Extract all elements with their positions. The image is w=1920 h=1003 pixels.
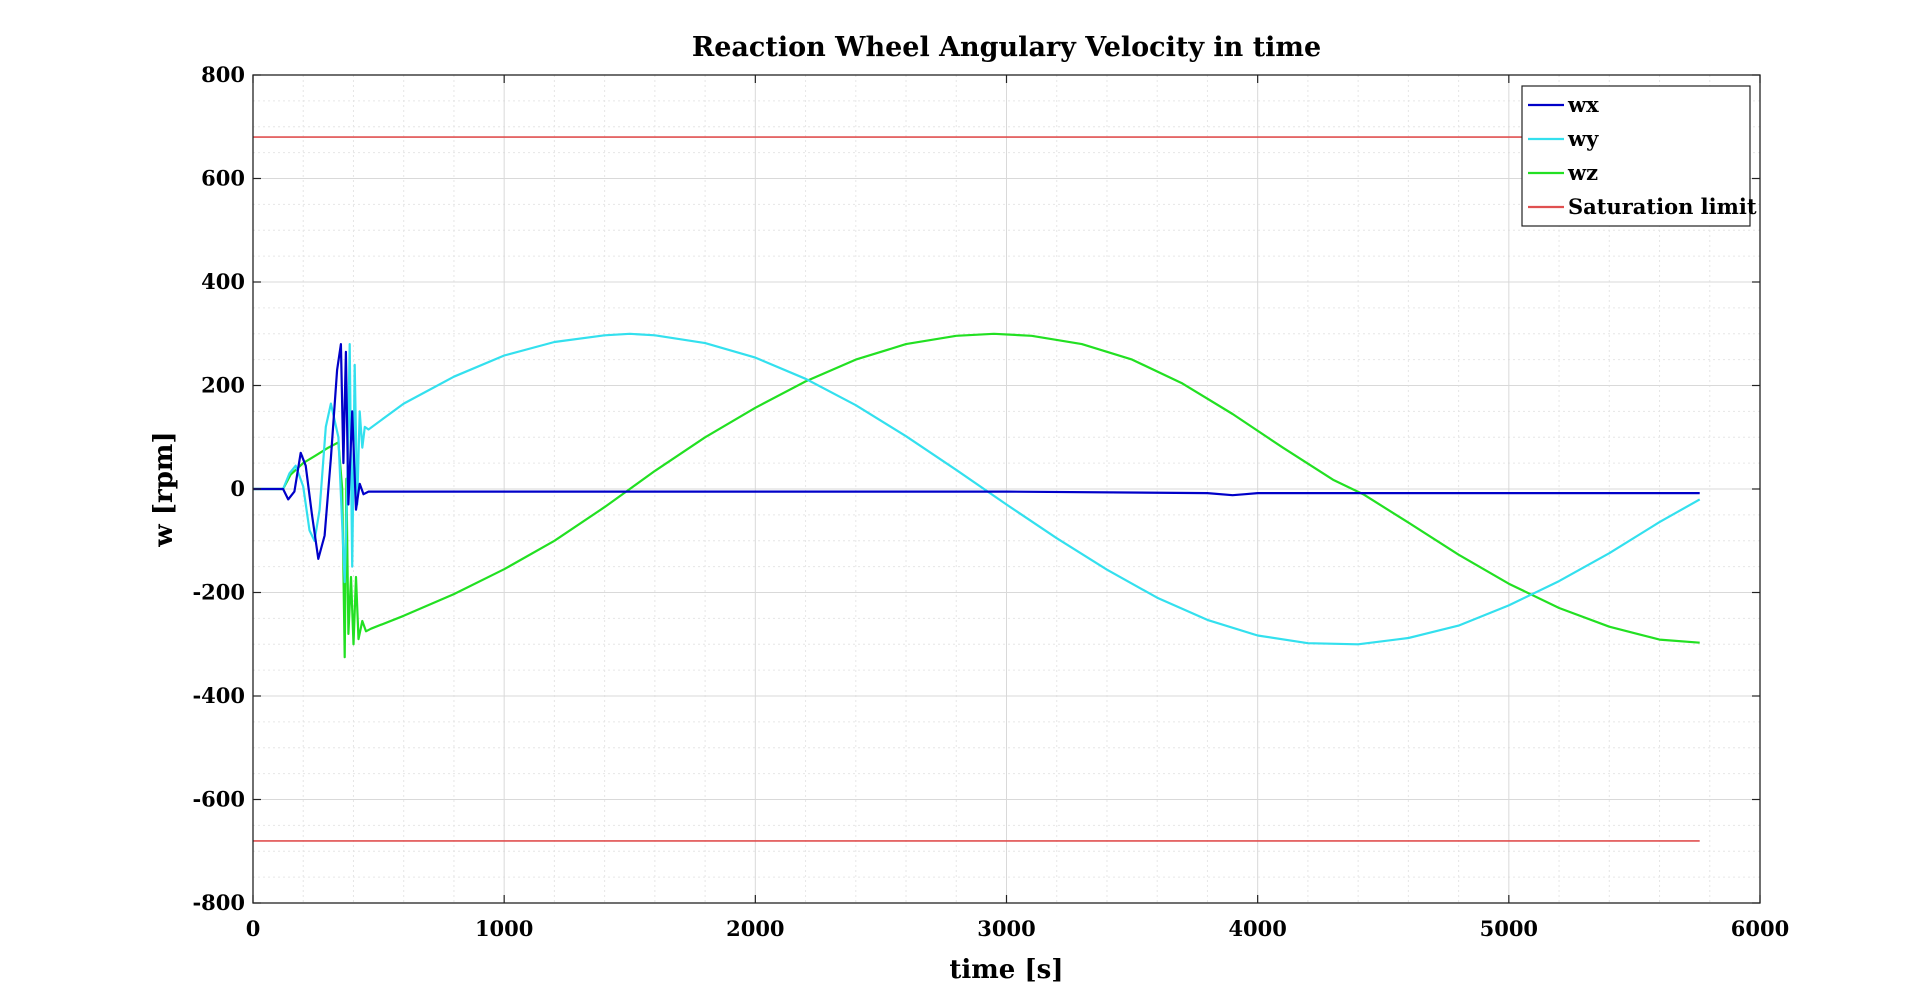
series-line-wy <box>253 332 1701 646</box>
plot-series <box>253 136 1701 842</box>
x-tick-label: 0 <box>246 916 261 941</box>
x-tick-labels: 0 1000 2000 3000 4000 5000 6000 <box>246 916 1790 941</box>
y-axis-title: w [rpm] <box>149 431 179 547</box>
y-tick-label: -800 <box>192 890 245 915</box>
major-grid <box>253 75 1760 903</box>
y-tick-label: 200 <box>201 373 245 398</box>
y-tick-label: -600 <box>192 787 245 812</box>
x-tick-label: 1000 <box>475 916 533 941</box>
x-tick-label: 4000 <box>1228 916 1286 941</box>
x-tick-label: 2000 <box>726 916 784 941</box>
y-tick-label: -400 <box>192 683 245 708</box>
legend-label-wx: wx <box>1567 92 1599 117</box>
series-line-wx <box>253 343 1700 561</box>
y-tick-label: 800 <box>201 62 245 87</box>
x-tick-label: 3000 <box>977 916 1035 941</box>
x-axis-title: time [s] <box>949 955 1063 985</box>
x-tick-label: 5000 <box>1480 916 1538 941</box>
y-tick-label: -200 <box>192 580 245 605</box>
legend-label-saturation-limit: Saturation limit <box>1568 194 1757 219</box>
legend-label-wy: wy <box>1567 126 1599 151</box>
y-tick-labels: 800 600 400 200 0 -200 -400 -600 -800 <box>192 62 245 915</box>
axis-ticks <box>252 74 1761 904</box>
y-tick-label: 400 <box>201 269 245 294</box>
y-tick-label: 0 <box>230 476 245 501</box>
y-tick-label: 600 <box>201 166 245 191</box>
legend: wx wy wz Saturation limit <box>1521 85 1757 227</box>
legend-label-wz: wz <box>1567 160 1598 185</box>
series-line-wz <box>253 332 1700 659</box>
x-tick-label: 6000 <box>1731 916 1789 941</box>
chart-title: Reaction Wheel Angulary Velocity in time <box>692 32 1321 63</box>
legend-box <box>1521 85 1751 227</box>
